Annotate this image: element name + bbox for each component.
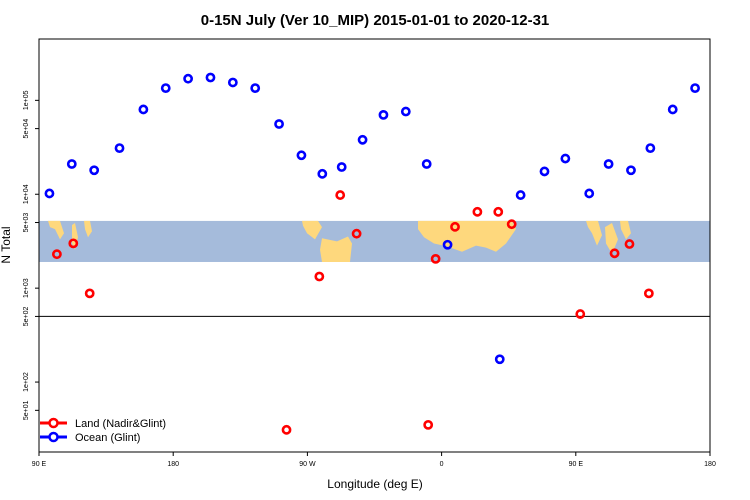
land-point	[351, 228, 362, 239]
map-land-philippines-right	[620, 220, 631, 240]
ocean-point	[114, 143, 125, 154]
ocean-point	[400, 106, 411, 117]
map-land-sea	[48, 220, 64, 240]
ocean-point	[160, 83, 171, 94]
legend-label-ocean: Ocean (Glint)	[75, 432, 140, 444]
ocean-point	[138, 104, 149, 115]
map-land-central-america	[302, 220, 322, 240]
ocean-point	[205, 72, 216, 83]
land-point	[472, 206, 483, 217]
land-point	[506, 219, 517, 230]
land-point	[575, 309, 586, 319]
ocean-point	[378, 109, 389, 120]
land-point	[609, 248, 620, 259]
x-tick-label: 180	[167, 461, 179, 468]
map-land-philippines	[84, 220, 92, 238]
land-point	[493, 206, 504, 217]
land-point	[314, 271, 325, 282]
land-point	[450, 221, 460, 232]
series-land	[51, 190, 654, 435]
map-land-sea-right	[586, 220, 602, 246]
ocean-point	[442, 239, 453, 250]
ocean-point	[274, 119, 284, 129]
ocean-point	[584, 188, 595, 199]
ocean-point	[421, 159, 432, 169]
x-tick-label: 90 E	[569, 461, 584, 468]
map-land-africa	[418, 220, 516, 252]
plot-frame	[38, 38, 711, 453]
chart-title: 0-15N July (Ver 10_MIP) 2015-01-01 to 20…	[201, 12, 550, 29]
legend-marker-ocean	[48, 431, 59, 443]
ocean-point	[560, 153, 571, 164]
land-point	[423, 419, 434, 430]
map-land-sea-islands-right	[605, 223, 618, 254]
ocean-point	[357, 134, 368, 145]
legend-item-land: Land (Nadir&Glint)	[40, 417, 166, 430]
map-land-south-america	[320, 236, 352, 262]
x-tick-label: 0	[440, 461, 444, 468]
y-tick-label: 5e+01	[23, 400, 30, 420]
ocean-point	[317, 168, 328, 179]
data-points	[44, 72, 700, 435]
land-point	[430, 253, 441, 264]
ocean-point	[626, 165, 636, 176]
y-tick-label: 1e+04	[23, 184, 30, 204]
y-axis-label: N Total	[0, 226, 13, 263]
ocean-point	[645, 143, 656, 154]
legend-item-ocean: Ocean (Glint)	[40, 431, 140, 444]
land-point	[51, 249, 62, 260]
land-point	[68, 238, 79, 249]
x-tick-label: 90 E	[32, 461, 47, 468]
y-tick-label: 1e+02	[23, 372, 30, 392]
land-point	[84, 288, 95, 299]
y-tick-label: 5e+04	[23, 119, 30, 139]
land-point	[335, 190, 346, 200]
legend-label-land: Land (Nadir&Glint)	[75, 418, 166, 430]
ocean-point	[183, 73, 194, 84]
ocean-point	[603, 159, 614, 169]
legend-marker-land	[48, 417, 59, 429]
y-tick-label: 1e+05	[23, 90, 30, 110]
ocean-point	[89, 165, 100, 176]
y-axis: 5e+01 1e+02 5e+02 1e+03 5e+03 1e+04 5e+04 1e+05	[23, 90, 39, 420]
ocean-point	[494, 354, 505, 365]
ocean-point	[667, 104, 678, 115]
map-inset	[39, 220, 710, 262]
y-tick-label: 5e+02	[23, 306, 30, 326]
ocean-point	[690, 83, 700, 94]
x-axis: 90 E 180 90 W 0 90 E 180	[32, 452, 716, 468]
ocean-point	[296, 150, 307, 161]
legend: Land (Nadir&Glint) Ocean (Glint)	[40, 417, 166, 444]
y-tick-label: 1e+03	[23, 278, 30, 298]
y-tick-label: 5e+03	[23, 213, 30, 233]
x-axis-label: Longitude (deg E)	[327, 477, 422, 491]
land-point	[624, 239, 635, 249]
ocean-point	[539, 166, 550, 177]
ocean-point	[515, 190, 526, 200]
ocean-point	[250, 83, 261, 94]
x-tick-label: 90 W	[299, 461, 316, 468]
land-point	[643, 288, 654, 299]
ocean-point	[44, 188, 55, 199]
ocean-point	[227, 77, 238, 88]
ocean-point	[336, 162, 347, 172]
series-ocean	[44, 72, 700, 365]
x-tick-label: 180	[704, 461, 716, 468]
ocean-point	[66, 159, 77, 169]
land-point	[281, 424, 292, 435]
